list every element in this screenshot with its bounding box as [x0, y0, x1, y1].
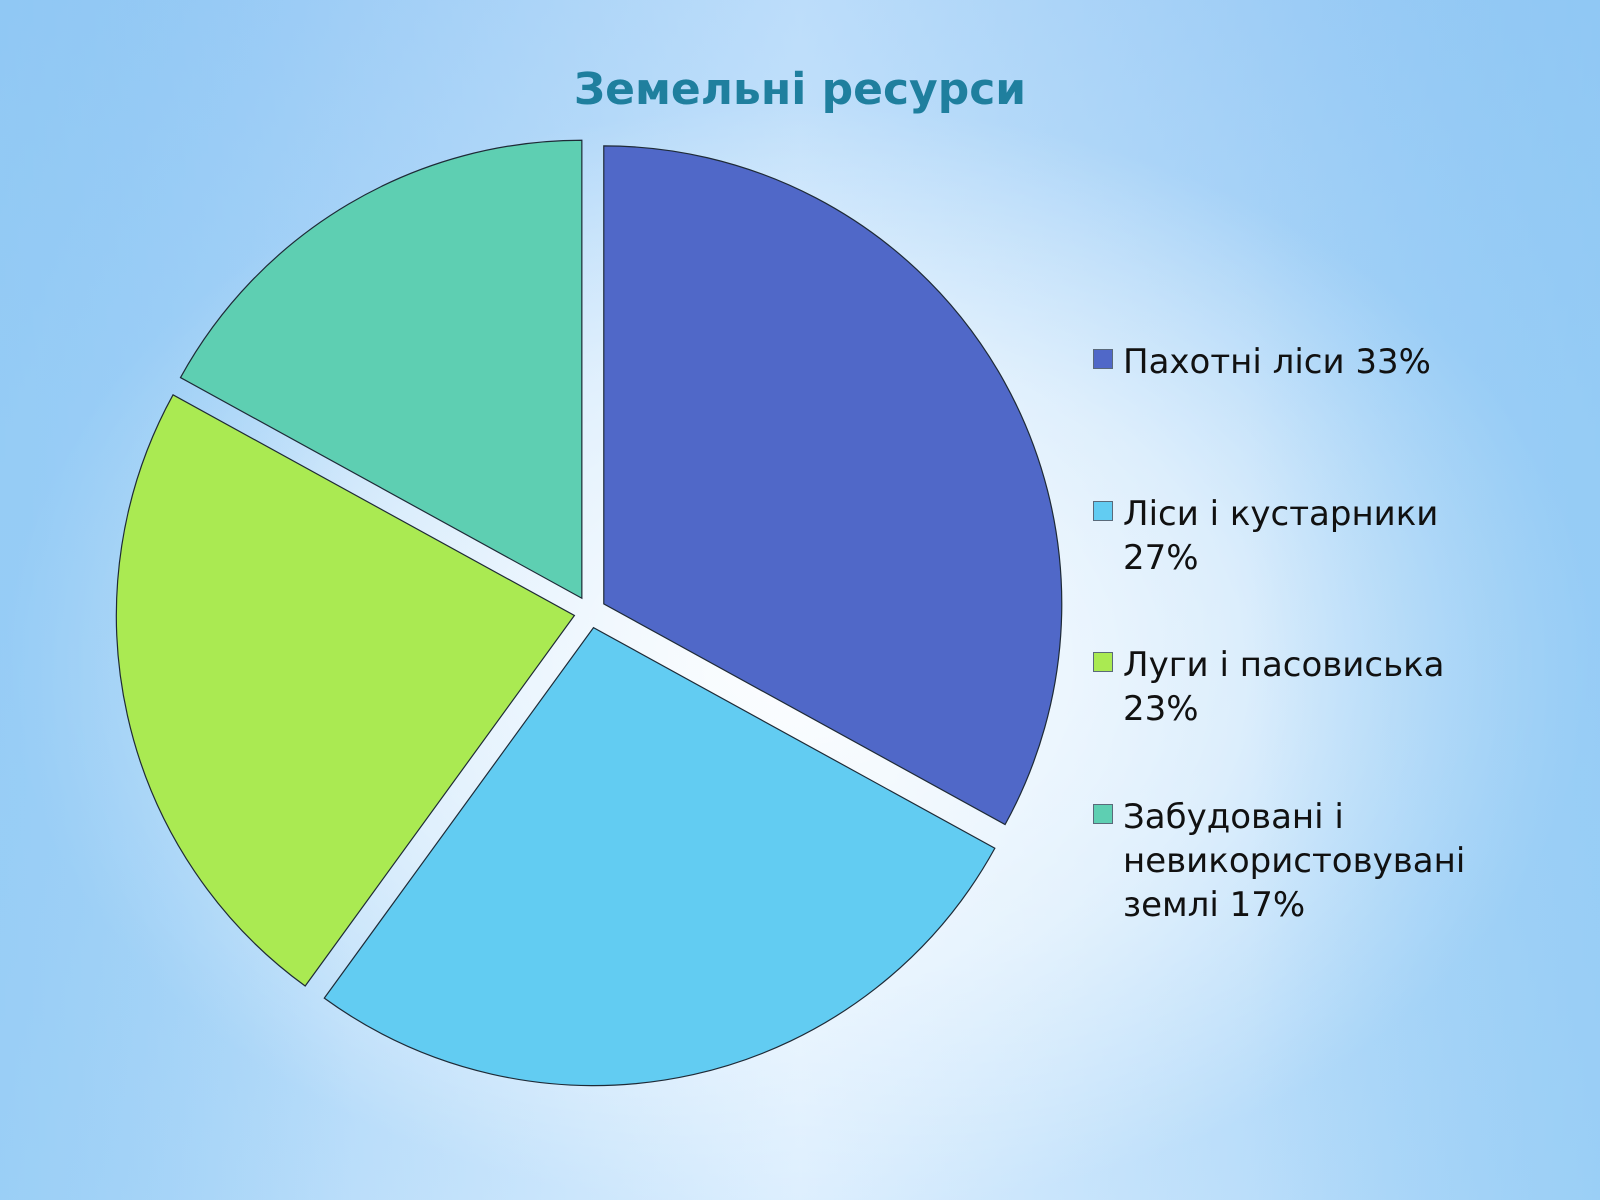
pie-slice-meadows: [115, 394, 576, 987]
pie-slice-built: [179, 139, 583, 600]
legend-item-built: Забудовані і невикористовувані землі 17%: [1093, 795, 1493, 927]
legend-item-forests: Ліси і кустарники 27%: [1093, 492, 1493, 580]
legend-swatch-built: [1093, 804, 1113, 824]
legend-label-arable: Пахотні ліси 33%: [1123, 342, 1431, 382]
pie-slice-arable: [603, 145, 1063, 826]
legend-swatch-arable: [1093, 349, 1113, 369]
legend-label-built: Забудовані і невикористовувані землі 17%: [1123, 797, 1466, 925]
legend-label-forests: Ліси і кустарники 27%: [1123, 494, 1439, 578]
legend-item-meadows: Луги і пасовиська 23%: [1093, 643, 1493, 731]
legend-swatch-meadows: [1093, 652, 1113, 672]
chart-title: Земельні ресурси: [573, 64, 1027, 115]
legend-label-meadows: Луги і пасовиська 23%: [1123, 645, 1445, 729]
pie-slice-forests: [323, 626, 996, 1087]
legend-swatch-forests: [1093, 501, 1113, 521]
legend-item-arable: Пахотні ліси 33%: [1093, 340, 1493, 384]
